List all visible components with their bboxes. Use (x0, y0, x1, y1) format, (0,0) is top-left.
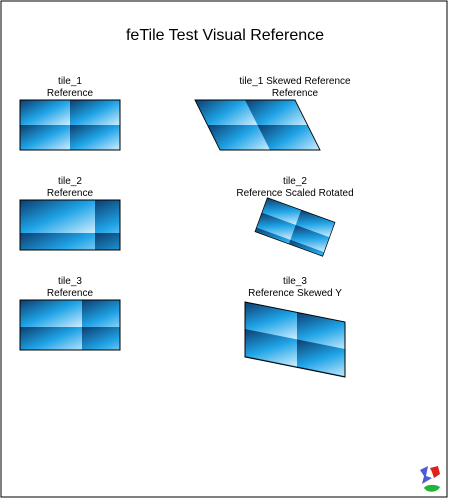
panel-1-caption: Reference (47, 88, 94, 99)
panel-2-tile-rect (194, 99, 321, 151)
svg-logo-icon (420, 466, 440, 492)
panel-5-name: tile_3 (58, 276, 82, 287)
panel-5-tile-rect (19, 299, 121, 351)
panel-3-caption: Reference (47, 188, 94, 199)
panel-4-caption: Reference Scaled Rotated (236, 188, 353, 199)
panel-1-tile-rect (19, 99, 121, 151)
panel-5-caption: Reference (47, 288, 94, 299)
panel-6-tile-rect (244, 301, 346, 378)
panel-4-group (254, 197, 336, 257)
panel-2-name: tile_1 Skewed Reference (239, 76, 351, 87)
panel-2-caption: Reference (272, 88, 319, 99)
panel-3-tile-rect (19, 199, 121, 251)
panel-3-name: tile_2 (58, 176, 82, 187)
panel-6-group (244, 301, 346, 378)
page-title: feTile Test Visual Reference (126, 27, 324, 44)
panel-6-caption: Reference Skewed Y (248, 288, 342, 299)
panel-4-name: tile_2 (283, 176, 307, 187)
panel-2-group (194, 99, 321, 151)
panel-1-name: tile_1 (58, 76, 82, 87)
panel-6-name: tile_3 (283, 276, 307, 287)
panel-4-tile-rect (254, 197, 336, 257)
